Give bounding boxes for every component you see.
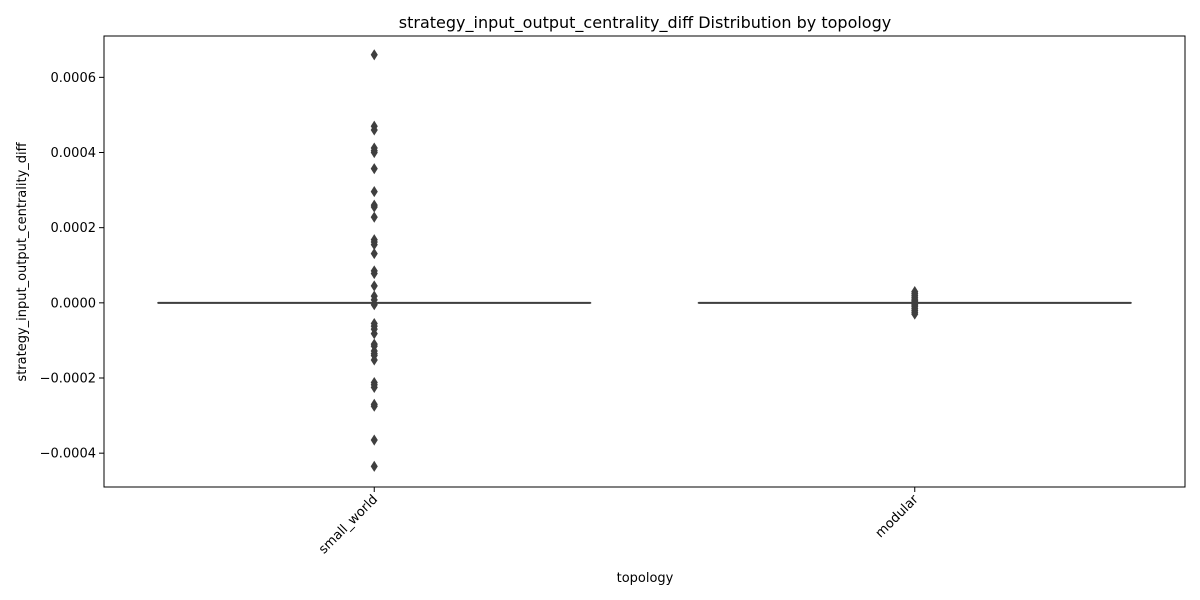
outlier-point — [370, 163, 378, 175]
outlier-point — [370, 354, 378, 366]
outlier-point — [370, 211, 378, 223]
x-axis-label: topology — [617, 571, 674, 586]
outlier-point — [370, 248, 378, 260]
outlier-point — [370, 49, 378, 61]
y-tick-label: 0.0004 — [51, 146, 97, 161]
box-group-small_world — [157, 49, 592, 472]
y-tick-label: −0.0002 — [40, 372, 96, 387]
outlier-point — [370, 124, 378, 136]
y-axis: −0.0004 −0.0002 0.0000 0.0002 0.0004 0.0006 — [40, 71, 104, 462]
y-tick-label: 0.0006 — [51, 71, 97, 86]
outlier-point — [370, 299, 378, 311]
y-tick-label: 0.0000 — [51, 296, 97, 311]
y-axis-label: strategy_input_output_centrality_diff — [15, 141, 30, 381]
y-tick-label: 0.0002 — [51, 221, 97, 236]
chart-title: strategy_input_output_centrality_diff Di… — [399, 13, 891, 33]
outlier-point — [370, 400, 378, 412]
outlier-point — [370, 381, 378, 393]
axes-frame — [103, 35, 1186, 488]
outlier-point — [370, 460, 378, 472]
box-group-modular — [697, 286, 1132, 320]
plot-area — [157, 49, 1132, 472]
x-axis: small_world modular — [316, 487, 922, 557]
outlier-point — [370, 146, 378, 159]
outlier-point — [911, 308, 919, 320]
x-tick-label: small_world — [316, 492, 381, 557]
outlier-point — [370, 267, 378, 280]
outlier-point — [370, 434, 378, 446]
x-tick-label: modular — [873, 492, 922, 541]
outlier-point — [370, 280, 378, 292]
y-tick-label: −0.0004 — [40, 447, 96, 462]
outlier-point — [370, 186, 378, 198]
